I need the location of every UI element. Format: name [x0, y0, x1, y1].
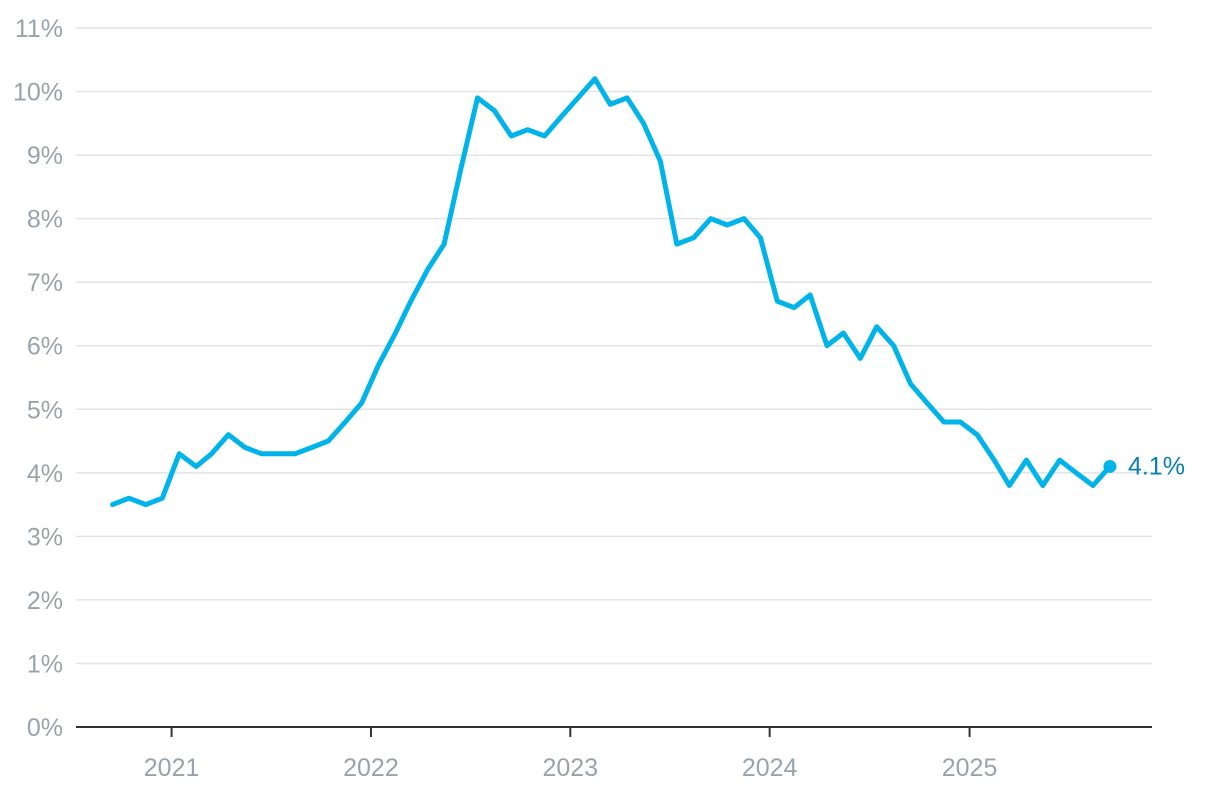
x-axis-ticks: 2021 2022 2023 2024 2025	[144, 727, 998, 782]
x-tick-label: 2025	[942, 754, 998, 782]
y-tick-label: 0%	[27, 714, 63, 742]
y-tick-label: 6%	[27, 333, 63, 361]
y-tick-label: 1%	[27, 650, 63, 678]
y-tick-label: 10%	[13, 79, 63, 107]
x-tick-label: 2022	[343, 754, 399, 782]
y-axis-labels: 0% 1% 2% 3% 4% 5% 6% 7% 8% 9% 10% 11%	[13, 15, 63, 742]
series-end-label: 4.1%	[1128, 452, 1185, 480]
y-tick-label: 4%	[27, 460, 63, 488]
series-layer: 4.1%	[110, 76, 1185, 508]
x-tick-label: 2021	[144, 754, 200, 782]
y-tick-label: 11%	[15, 15, 63, 43]
y-tick-label: 2%	[27, 587, 63, 615]
x-tick-label: 2024	[742, 754, 798, 782]
grid-lines	[76, 27, 1152, 665]
y-tick-label: 5%	[27, 396, 63, 424]
y-tick-label: 9%	[27, 142, 63, 170]
y-tick-label: 8%	[27, 206, 63, 234]
series-end-point	[1103, 459, 1117, 473]
series-line	[110, 76, 1113, 508]
x-tick-label: 2023	[542, 754, 598, 782]
y-tick-label: 3%	[27, 523, 63, 551]
y-tick-label: 7%	[27, 269, 63, 297]
